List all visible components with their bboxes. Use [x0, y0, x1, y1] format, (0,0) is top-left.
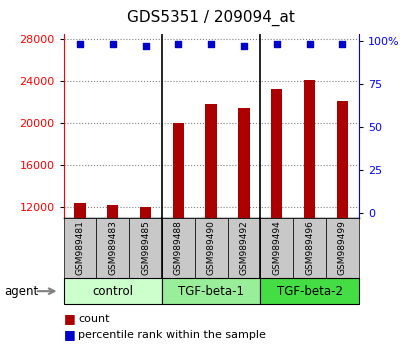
Text: GSM989496: GSM989496 — [304, 220, 313, 275]
Text: TGF-beta-1: TGF-beta-1 — [178, 285, 243, 298]
Bar — [270, 89, 282, 333]
Bar — [172, 123, 184, 333]
Point — [76, 41, 83, 47]
Text: GSM989488: GSM989488 — [173, 220, 182, 275]
Text: ■: ■ — [63, 328, 75, 341]
Bar — [74, 203, 85, 333]
Point — [240, 43, 247, 48]
Bar — [107, 205, 118, 333]
Text: count: count — [78, 314, 109, 324]
Point — [338, 41, 345, 47]
Point — [306, 41, 312, 47]
Text: GSM989492: GSM989492 — [239, 221, 248, 275]
Text: GDS5351 / 209094_at: GDS5351 / 209094_at — [127, 10, 294, 26]
Text: GSM989490: GSM989490 — [206, 220, 215, 275]
Text: agent: agent — [4, 285, 38, 298]
Point — [142, 43, 148, 48]
Point — [109, 41, 116, 47]
Text: GSM989494: GSM989494 — [272, 221, 281, 275]
Bar — [238, 108, 249, 333]
Text: GSM989485: GSM989485 — [141, 220, 150, 275]
Bar — [139, 207, 151, 333]
Text: control: control — [92, 285, 133, 298]
Text: GSM989499: GSM989499 — [337, 220, 346, 275]
Text: GSM989483: GSM989483 — [108, 220, 117, 275]
Bar — [205, 104, 216, 333]
Bar — [303, 80, 315, 333]
Text: percentile rank within the sample: percentile rank within the sample — [78, 330, 265, 339]
Point — [175, 41, 181, 47]
Text: GSM989481: GSM989481 — [75, 220, 84, 275]
Bar — [336, 101, 347, 333]
Point — [207, 41, 214, 47]
Point — [273, 41, 279, 47]
Text: ■: ■ — [63, 312, 75, 325]
Text: TGF-beta-2: TGF-beta-2 — [276, 285, 342, 298]
